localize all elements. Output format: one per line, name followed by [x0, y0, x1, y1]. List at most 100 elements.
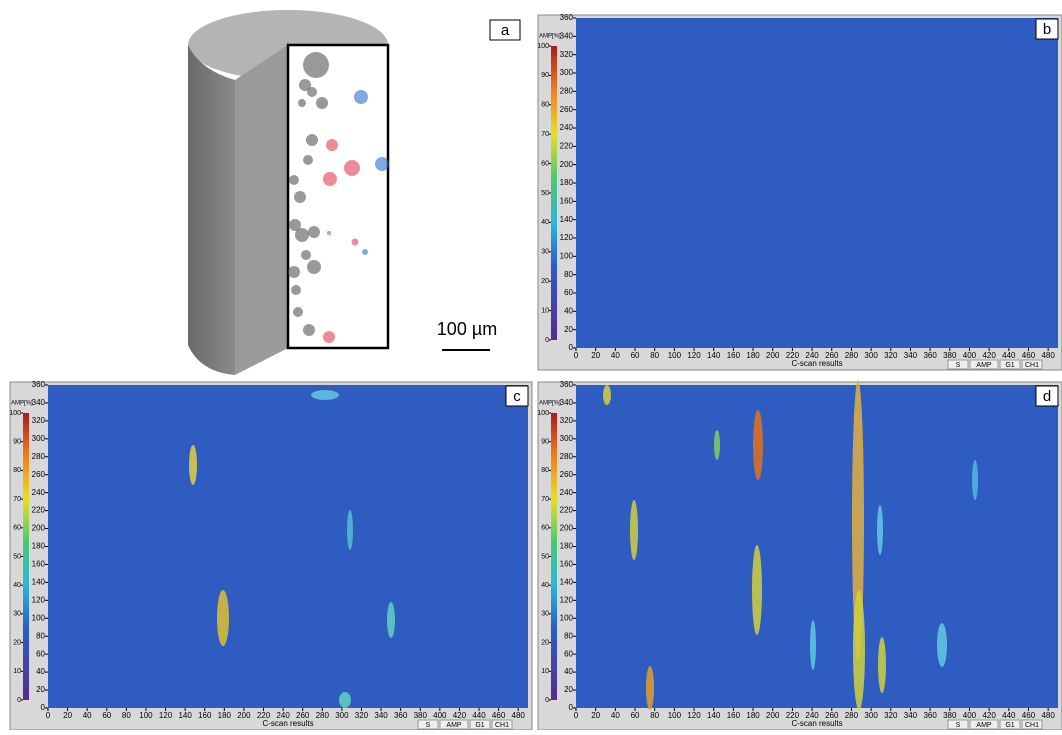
- colorbar-tick-label: 70: [541, 496, 549, 503]
- colorbar-tick-label: 90: [541, 439, 549, 446]
- panel-label-box: [505, 385, 529, 407]
- x-tick-label: 320: [884, 351, 898, 360]
- x-tick-label: 280: [316, 711, 330, 720]
- colorbar-tick-label: 60: [13, 525, 21, 532]
- x-tick-label: 200: [237, 711, 251, 720]
- y-tick-label: 240: [32, 488, 46, 497]
- colorbar-tick-label: 80: [541, 467, 549, 474]
- x-tick-label: 380: [943, 351, 957, 360]
- colorbar-tick-label: 40: [541, 582, 549, 589]
- x-tick-label: 40: [611, 351, 620, 360]
- y-tick-label: 180: [560, 542, 574, 551]
- colorbar-tick-label: 60: [541, 160, 549, 167]
- colorbar-tick-label: 0: [17, 697, 21, 704]
- x-tick-label: 140: [178, 711, 192, 720]
- panel-label-box: [1035, 18, 1059, 40]
- x-tick-label: 160: [727, 711, 741, 720]
- x-tick-label: 120: [159, 711, 173, 720]
- y-tick-label: 220: [560, 506, 574, 515]
- y-tick-label: 20: [564, 325, 573, 334]
- colorbar-tick-label: 10: [541, 668, 549, 675]
- x-tick-label: 0: [574, 351, 579, 360]
- y-tick-label: 200: [32, 524, 46, 533]
- colorbar-tick-label: 60: [541, 525, 549, 532]
- y-tick-label: 340: [560, 31, 574, 40]
- status-box: [469, 719, 491, 730]
- scan-panel: 0 20 40 60 80 100 120 140 160 180 200 220 240 260 280 3…: [537, 380, 1062, 731]
- x-tick-label: 420: [982, 711, 996, 720]
- colorbar-tick-label: 90: [13, 439, 21, 446]
- colorbar-unit: AMP[%]: [539, 34, 561, 40]
- y-tick-label: 240: [560, 123, 574, 132]
- colorbar-tick-label: 50: [541, 190, 549, 197]
- panel-label-box: [489, 19, 521, 41]
- x-tick-label: 0: [574, 711, 579, 720]
- x-tick-label: 440: [1002, 711, 1016, 720]
- x-tick-label: 300: [335, 711, 349, 720]
- y-tick-label: 40: [564, 306, 573, 315]
- x-tick-label: 260: [296, 711, 310, 720]
- y-tick-label: 100: [560, 613, 574, 622]
- y-tick-label: 160: [32, 560, 46, 569]
- x-tick-label: 80: [122, 711, 131, 720]
- colorbar-tick-label: 90: [541, 72, 549, 79]
- y-tick-label: 60: [564, 288, 573, 297]
- y-tick-label: 340: [32, 398, 46, 407]
- x-tick-label: 380: [943, 711, 957, 720]
- y-tick-label: 60: [564, 649, 573, 658]
- y-tick-label: 220: [560, 141, 574, 150]
- y-tick-label: 80: [564, 270, 573, 279]
- x-tick-label: 360: [923, 711, 937, 720]
- x-tick-label: 480: [512, 711, 526, 720]
- y-tick-label: 280: [560, 86, 574, 95]
- status-label: CH1: [495, 722, 509, 729]
- x-tick-label: 200: [766, 711, 780, 720]
- status-box: [947, 719, 969, 730]
- y-tick-label: 100: [32, 613, 46, 622]
- colorbar-tick-label: 20: [13, 639, 21, 646]
- x-tick-label: 460: [492, 711, 506, 720]
- colorbar: [23, 413, 29, 700]
- colorbar-tick-label: 50: [541, 553, 549, 560]
- colorbar-tick-label: 70: [13, 496, 21, 503]
- x-tick-label: 460: [1022, 351, 1036, 360]
- x-tick-label: 120: [687, 351, 701, 360]
- colorbar-unit: AMP[%]: [539, 401, 561, 407]
- status-box: [999, 359, 1021, 370]
- y-tick-label: 60: [36, 649, 45, 658]
- indication: [877, 505, 883, 555]
- y-tick-label: 360: [560, 380, 574, 389]
- y-tick-label: 300: [560, 68, 574, 77]
- colorbar-tick-label: 50: [13, 553, 21, 560]
- x-tick-label: 420: [453, 711, 467, 720]
- indication: [646, 666, 654, 710]
- x-tick-label: 380: [414, 711, 428, 720]
- x-caption: C-scan results: [791, 359, 842, 368]
- x-tick-label: 460: [1022, 711, 1036, 720]
- x-tick-label: 360: [394, 711, 408, 720]
- y-tick-label: 120: [32, 595, 46, 604]
- y-tick-label: 360: [32, 380, 46, 389]
- panel-label: c: [513, 388, 521, 405]
- indication: [810, 620, 816, 670]
- y-tick-label: 160: [560, 196, 574, 205]
- indication: [714, 430, 720, 460]
- colorbar-tick-label: 40: [13, 582, 21, 589]
- colorbar-tick-label: 30: [13, 611, 21, 618]
- x-tick-label: 60: [631, 711, 640, 720]
- scan-panel: 0 20 40 60 80 100 120 140 160 180 200 220 240 260 280 3…: [537, 13, 1062, 371]
- indication: [753, 410, 763, 480]
- x-tick-label: 160: [727, 351, 741, 360]
- status-box: [491, 719, 513, 730]
- y-tick-label: 20: [564, 685, 573, 694]
- y-tick-label: 280: [32, 452, 46, 461]
- x-tick-label: 300: [864, 711, 878, 720]
- y-tick-label: 260: [560, 105, 574, 114]
- colorbar-tick-label: 0: [545, 337, 549, 344]
- indication: [752, 545, 762, 635]
- x-caption: C-scan results: [791, 719, 842, 728]
- x-tick-label: 60: [102, 711, 111, 720]
- indication: [217, 590, 229, 646]
- x-tick-label: 440: [1002, 351, 1016, 360]
